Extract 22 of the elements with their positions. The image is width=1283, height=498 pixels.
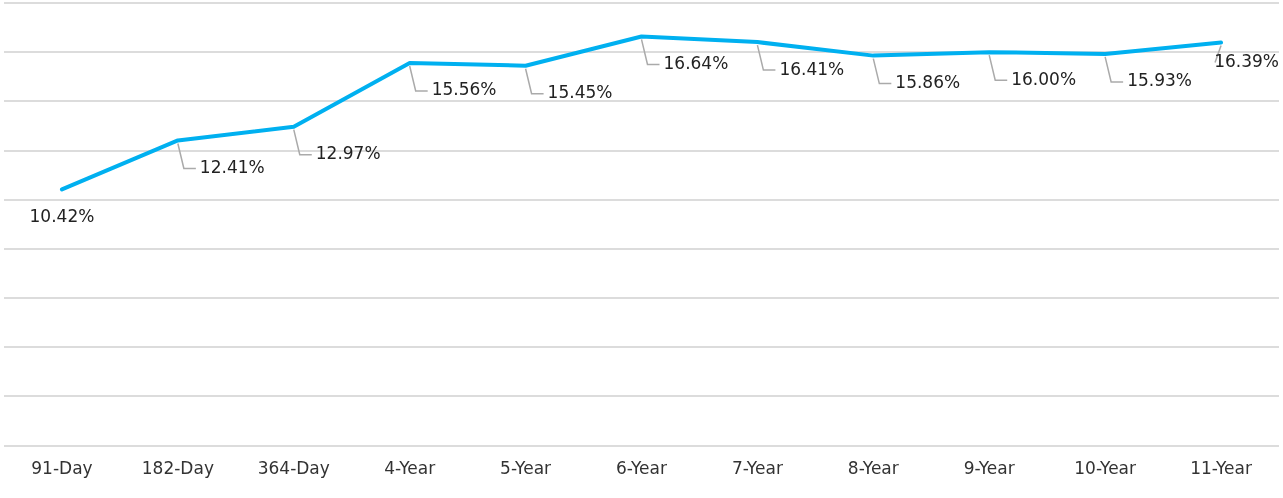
data-label: 10.42% — [29, 205, 95, 226]
data-label: 16.64% — [663, 52, 729, 73]
data-label: 16.41% — [779, 58, 845, 79]
x-tick-label: 364-Day — [257, 458, 330, 479]
x-tick-label: 91-Day — [31, 458, 93, 479]
x-tick-label: 7-Year — [731, 458, 783, 479]
data-label: 12.41% — [199, 156, 265, 177]
data-label: 15.86% — [895, 72, 961, 93]
data-label: 15.93% — [1127, 70, 1192, 91]
x-tick-label: 9-Year — [963, 458, 1015, 479]
x-tick-label: 11-Year — [1190, 458, 1252, 479]
x-tick-label: 5-Year — [500, 458, 552, 479]
x-tick-label: 8-Year — [847, 458, 899, 479]
x-tick-label: 182-Day — [141, 458, 214, 479]
data-label: 16.00% — [1011, 68, 1077, 89]
data-label: 16.39% — [1214, 51, 1279, 72]
data-label: 12.97% — [315, 143, 381, 164]
x-tick-label: 6-Year — [616, 458, 667, 479]
data-label: 15.56% — [431, 79, 497, 100]
data-label: 15.45% — [547, 82, 613, 103]
x-tick-label: 4-Year — [384, 458, 436, 479]
x-tick-label: 10-Year — [1074, 458, 1137, 479]
